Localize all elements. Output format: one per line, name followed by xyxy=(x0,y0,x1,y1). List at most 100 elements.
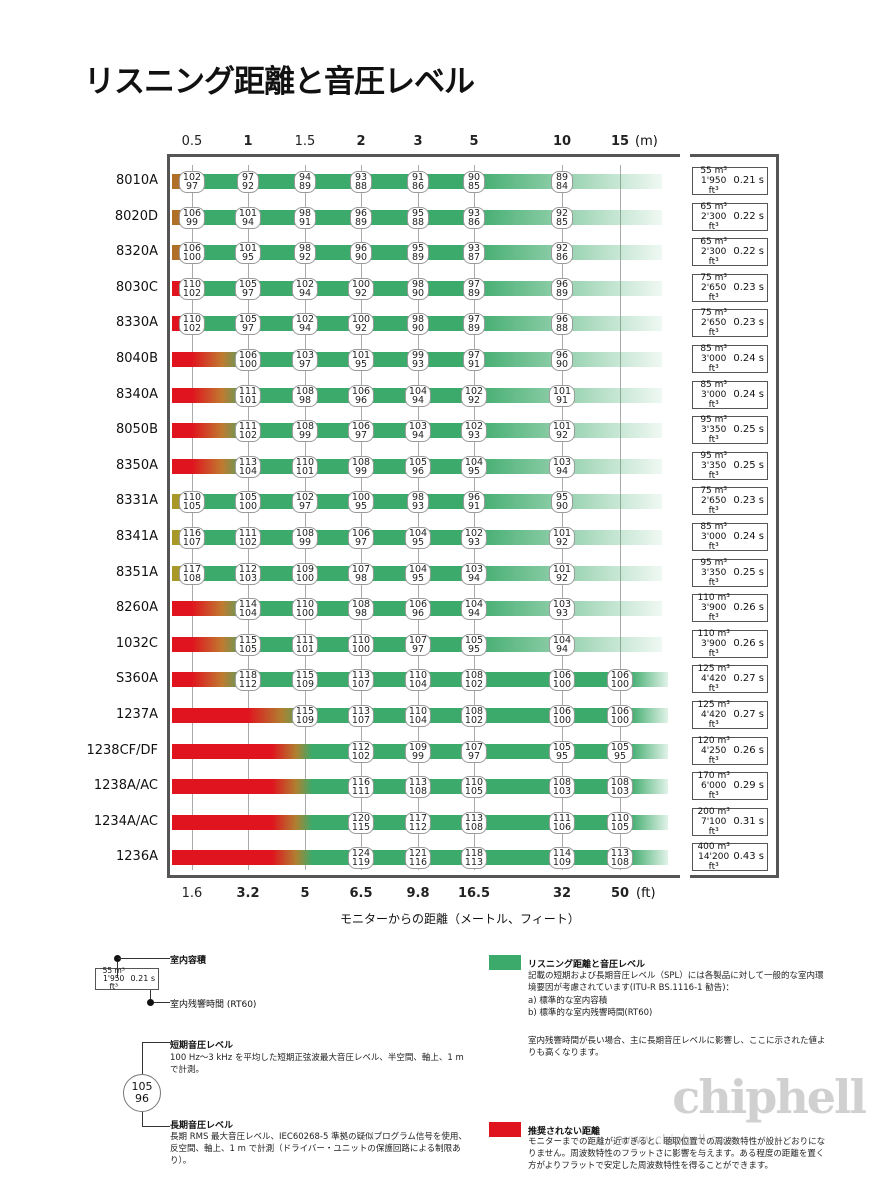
long-term-spl: 95 xyxy=(467,644,481,655)
short-term-spl: 96 xyxy=(555,314,569,325)
short-term-spl: 101 xyxy=(351,350,371,361)
room-volume: 110 m³ xyxy=(697,629,730,639)
long-term-spl: 89 xyxy=(354,217,368,228)
spl-value: 101 95 xyxy=(234,242,262,264)
short-term-spl: 106 xyxy=(552,670,572,681)
room-volume: 85 m³ xyxy=(700,380,728,390)
spl-value: 98 92 xyxy=(294,242,316,264)
long-term-spl: 109 xyxy=(552,857,572,868)
short-term-spl: 99 xyxy=(411,350,425,361)
spl-value: 97 91 xyxy=(463,349,485,371)
room-volume-ft: 2'300 ft³ xyxy=(700,247,727,267)
spl-value: 102 92 xyxy=(460,385,488,407)
long-term-spl: 94 xyxy=(411,395,425,406)
spl-value: 108 99 xyxy=(347,456,375,478)
short-term-spl: 106 xyxy=(351,386,371,397)
legend-line xyxy=(142,1112,143,1126)
short-term-spl: 107 xyxy=(351,564,371,575)
short-term-spl: 108 xyxy=(295,528,315,539)
short-term-spl: 113 xyxy=(464,813,484,824)
room-volume-ft: 3'900 ft³ xyxy=(700,639,727,659)
spl-value: 110 102 xyxy=(178,313,206,335)
room-volume-ft: 2'300 ft³ xyxy=(700,212,727,232)
room-volume-ft: 3'000 ft³ xyxy=(700,532,727,552)
room-volume: 65 m³ xyxy=(700,237,728,247)
spl-value: 92 86 xyxy=(551,242,573,264)
long-term-spl: 90 xyxy=(555,359,569,370)
reverb-time: 0.23 s xyxy=(733,317,764,328)
long-term-spl: 89 xyxy=(467,323,481,334)
long-term-spl: 89 xyxy=(467,288,481,299)
top-tick-label: 2 xyxy=(356,134,366,149)
spl-value: 93 88 xyxy=(350,171,372,193)
long-term-spl: 100 xyxy=(552,679,572,690)
spl-value: 91 86 xyxy=(407,171,429,193)
long-term-spl: 98 xyxy=(298,395,312,406)
spl-value: 113 104 xyxy=(234,456,262,478)
long-term-spl: 86 xyxy=(411,181,425,192)
short-term-spl: 102 xyxy=(295,279,315,290)
short-term-spl: 101 xyxy=(238,208,258,219)
long-term-spl: 102 xyxy=(238,430,258,441)
legend-green-b: b) 標準的な室内残響時間(RT60) xyxy=(528,1008,653,1018)
model-label: 1032C xyxy=(115,636,158,651)
long-term-spl: 88 xyxy=(411,217,425,228)
short-term-spl: 114 xyxy=(552,848,572,859)
watermark-logo: chiphell xyxy=(672,1070,867,1124)
short-term-spl: 112 xyxy=(238,564,258,575)
spl-value: 110 105 xyxy=(606,812,634,834)
legend-green-swatch xyxy=(489,955,521,970)
long-term-spl: 95 xyxy=(241,252,255,263)
short-term-spl: 97 xyxy=(467,350,481,361)
short-term-spl: 100 xyxy=(351,492,371,503)
short-term-spl: 102 xyxy=(464,386,484,397)
bottom-tick-label: 9.8 xyxy=(406,886,430,901)
short-term-spl: 107 xyxy=(464,742,484,753)
room-volume-ft: 4'420 ft³ xyxy=(700,674,727,694)
short-term-spl: 98 xyxy=(411,314,425,325)
short-term-spl: 108 xyxy=(351,457,371,468)
long-term-spl: 108 xyxy=(610,857,630,868)
spl-value: 118 112 xyxy=(234,669,262,691)
short-term-spl: 101 xyxy=(552,386,572,397)
long-term-spl: 105 xyxy=(610,822,630,833)
room-box: 75 m³ 2'650 ft³ 0.23 s xyxy=(692,273,768,303)
long-term-spl: 98 xyxy=(354,573,368,584)
watermark-url: www.chiphell.com xyxy=(620,1133,738,1148)
short-term-spl: 103 xyxy=(408,421,428,432)
legend-short-desc: 100 Hz～3 kHz を平均した短期正弦波最大音圧レベル、半空間、軸上、1 … xyxy=(170,1053,464,1075)
reverb-time: 0.26 s xyxy=(733,745,764,756)
spl-value: 111 101 xyxy=(234,385,262,407)
spl-value: 108 98 xyxy=(347,598,375,620)
x-axis-caption: モニターからの距離（メートル、フィート） xyxy=(340,912,580,926)
spl-value: 102 97 xyxy=(291,491,319,513)
model-label: 8260A xyxy=(116,600,158,615)
top-axis-unit: (m) xyxy=(635,134,658,149)
room-box: 95 m³ 3'350 ft³ 0.25 s xyxy=(692,415,768,445)
spl-value: 101 92 xyxy=(548,527,576,549)
long-term-spl: 96 xyxy=(411,608,425,619)
reverb-time: 0.26 s xyxy=(733,602,764,613)
room-volume-ft: 14'200 ft³ xyxy=(698,852,730,872)
short-term-spl: 110 xyxy=(408,670,428,681)
short-term-spl: 117 xyxy=(408,813,428,824)
spl-value: 116 107 xyxy=(178,527,206,549)
short-term-spl: 108 xyxy=(552,777,572,788)
spl-value: 99 93 xyxy=(407,349,429,371)
short-term-spl: 106 xyxy=(351,528,371,539)
long-term-spl: 99 xyxy=(185,217,199,228)
spl-value: 113 107 xyxy=(347,705,375,727)
long-term-spl: 93 xyxy=(411,501,425,512)
long-term-spl: 99 xyxy=(298,537,312,548)
long-term-spl: 87 xyxy=(467,252,481,263)
long-term-spl: 103 xyxy=(238,573,258,584)
short-term-spl: 118 xyxy=(464,848,484,859)
room-box: 120 m³ 4'250 ft³ 0.26 s xyxy=(692,736,768,766)
short-term-spl: 110 xyxy=(295,599,315,610)
long-term-spl: 108 xyxy=(408,786,428,797)
spl-value: 101 95 xyxy=(347,349,375,371)
long-term-spl: 104 xyxy=(238,608,258,619)
frame-gap xyxy=(680,150,690,882)
short-term-spl: 110 xyxy=(351,635,371,646)
spl-value: 96 88 xyxy=(551,313,573,335)
